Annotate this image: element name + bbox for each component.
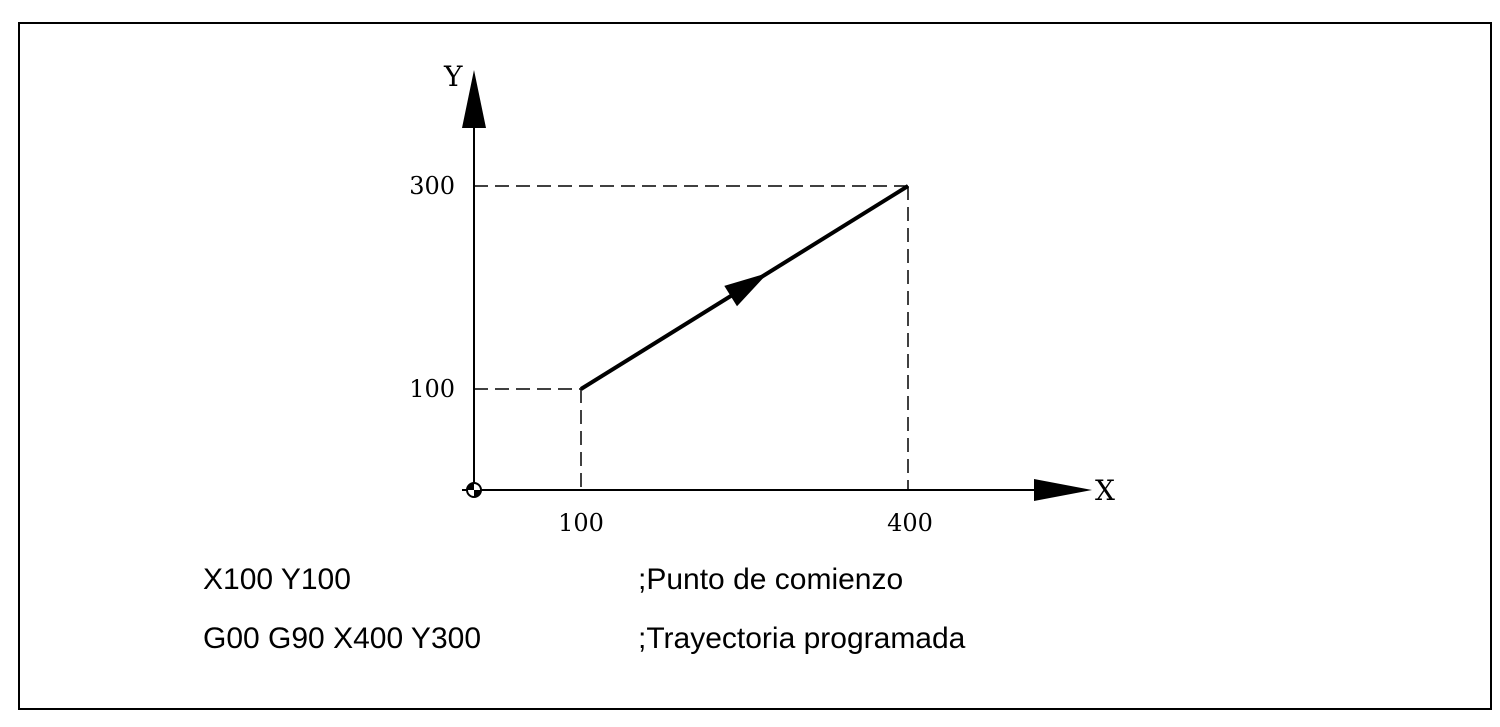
program-line-2-comment: ;Trayectoria programada — [638, 622, 966, 655]
figure-frame — [18, 22, 1492, 710]
program-line-1-code: X100 Y100 — [203, 563, 351, 596]
y-tick-300: 300 — [409, 172, 455, 200]
x-tick-100: 100 — [558, 509, 604, 537]
y-axis-arrowhead — [462, 70, 486, 128]
y-tick-100: 100 — [409, 375, 455, 403]
x-axis-arrowhead — [1034, 479, 1092, 501]
x-tick-400: 400 — [887, 509, 933, 537]
trajectory-direction-arrow — [724, 272, 768, 307]
y-axis-label: Y — [443, 60, 463, 93]
program-line-1-comment: ;Punto de comienzo — [638, 563, 904, 596]
program-line-2-code: G00 G90 X400 Y300 — [203, 622, 481, 655]
origin-icon — [466, 482, 482, 498]
x-axis-label: X — [1095, 474, 1115, 507]
